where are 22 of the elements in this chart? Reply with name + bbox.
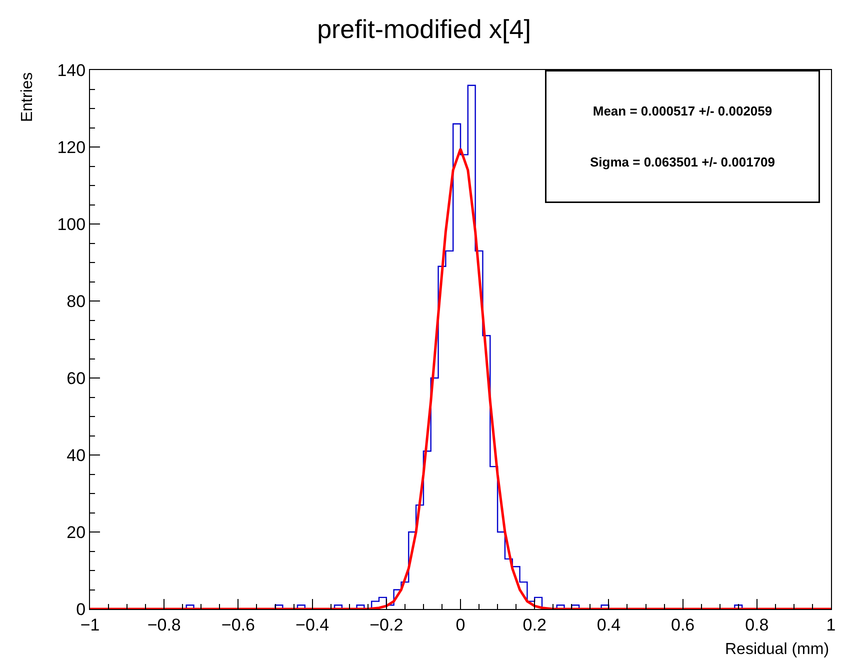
- chart-title: prefit-modified x[4]: [317, 14, 531, 44]
- y-tick-label: 40: [66, 446, 86, 465]
- x-axis-title: Residual (mm): [725, 641, 830, 658]
- y-tick-label: 100: [57, 214, 86, 234]
- y-tick-label: 80: [66, 292, 86, 311]
- x-tick-label: −0.8: [147, 615, 181, 634]
- y-tick-label: 60: [66, 368, 86, 388]
- x-tick-label: −0.2: [370, 615, 404, 634]
- y-tick-label: 140: [57, 60, 86, 80]
- x-tick-label: 0.2: [522, 615, 546, 634]
- x-tick-label: −0.6: [221, 615, 255, 634]
- x-tick-label: 0.8: [745, 615, 769, 634]
- x-tick-label: 0.6: [670, 615, 695, 634]
- y-tick-label: 20: [66, 522, 86, 542]
- x-tick-label: 0.4: [596, 615, 621, 634]
- y-tick-label: 120: [57, 138, 86, 157]
- annotation: Sigma = 0.063501 +/- 0.001709: [590, 154, 776, 170]
- x-tick-label: −0.4: [296, 615, 330, 634]
- x-tick-label: 0: [456, 615, 466, 634]
- annotation: Mean = 0.000517 +/- 0.002059: [592, 104, 772, 119]
- y-axis-title: Entries: [19, 72, 36, 122]
- x-tick-label: 1: [826, 615, 836, 634]
